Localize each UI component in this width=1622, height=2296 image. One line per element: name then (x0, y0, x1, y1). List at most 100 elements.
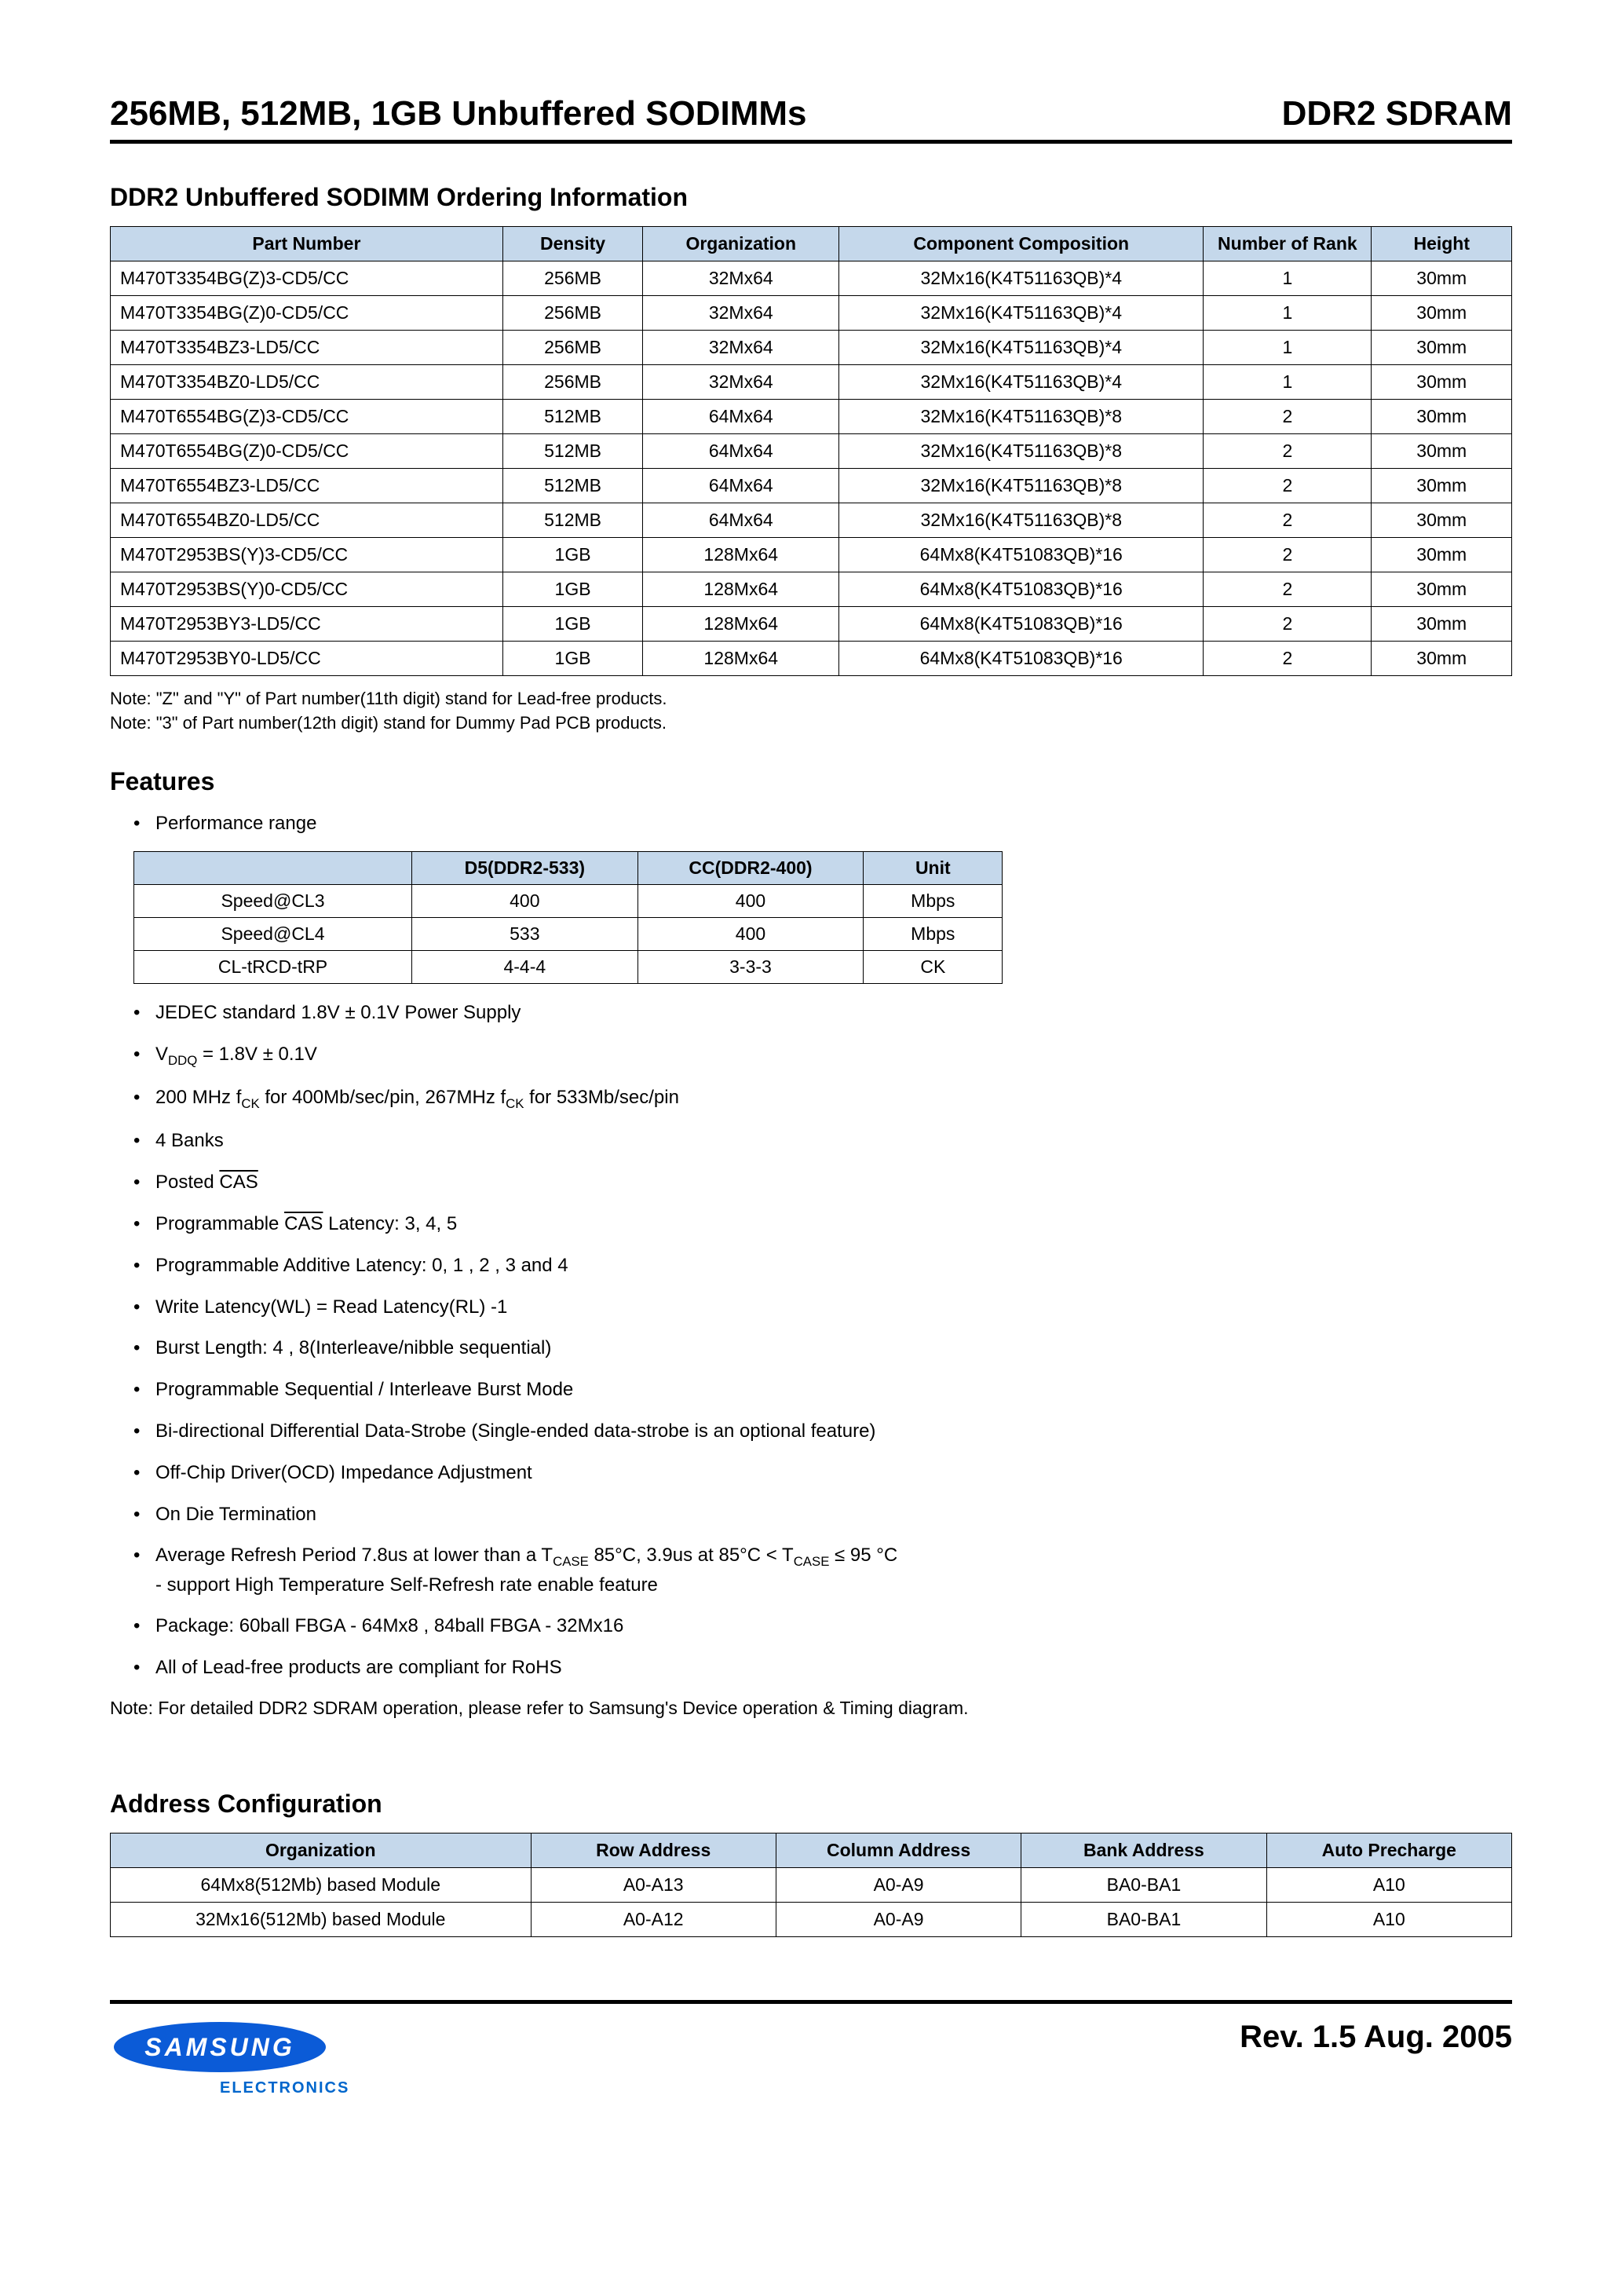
table-cell: 1 (1204, 261, 1372, 296)
table-cell: 30mm (1372, 400, 1512, 434)
table-cell: 128Mx64 (643, 538, 839, 572)
ordering-col-header: Height (1372, 227, 1512, 261)
table-cell: 128Mx64 (643, 572, 839, 607)
table-cell: Speed@CL3 (134, 885, 412, 918)
table-cell: 64Mx8(K4T51083QB)*16 (839, 642, 1204, 676)
feature-item: All of Lead-free products are compliant … (133, 1654, 1512, 1682)
table-row: M470T6554BG(Z)0-CD5/CC512MB64Mx6432Mx16(… (111, 434, 1512, 469)
table-row: 64Mx8(512Mb) based ModuleA0-A13A0-A9BA0-… (111, 1867, 1512, 1902)
table-cell: 30mm (1372, 572, 1512, 607)
table-cell: 2 (1204, 434, 1372, 469)
table-cell: 2 (1204, 642, 1372, 676)
ordering-title: DDR2 Unbuffered SODIMM Ordering Informat… (110, 183, 1512, 212)
table-cell: 128Mx64 (643, 642, 839, 676)
table-cell: 32Mx16(K4T51163QB)*8 (839, 400, 1204, 434)
ordering-col-header: Component Composition (839, 227, 1204, 261)
table-cell: 3-3-3 (637, 951, 864, 984)
table-cell: 30mm (1372, 607, 1512, 642)
table-cell: 64Mx64 (643, 400, 839, 434)
table-row: M470T2953BY0-LD5/CC1GB128Mx6464Mx8(K4T51… (111, 642, 1512, 676)
table-cell: 30mm (1372, 434, 1512, 469)
table-cell: 32Mx16(K4T51163QB)*8 (839, 434, 1204, 469)
table-cell: 1 (1204, 365, 1372, 400)
table-cell: 256MB (502, 365, 643, 400)
table-cell: 32Mx16(K4T51163QB)*4 (839, 331, 1204, 365)
table-cell: 512MB (502, 503, 643, 538)
table-cell: A0-A9 (776, 1867, 1021, 1902)
table-cell: 32Mx64 (643, 296, 839, 331)
table-cell: 1 (1204, 331, 1372, 365)
ordering-notes: Note: "Z" and "Y" of Part number(11th di… (110, 687, 1512, 736)
table-cell: 2 (1204, 469, 1372, 503)
ordering-table: Part NumberDensityOrganizationComponent … (110, 226, 1512, 676)
feature-item: Off-Chip Driver(OCD) Impedance Adjustmen… (133, 1460, 1512, 1487)
ordering-col-header: Part Number (111, 227, 503, 261)
table-row: Speed@CL4533400Mbps (134, 918, 1003, 951)
addr-col-header: Bank Address (1021, 1833, 1266, 1867)
feature-item: Write Latency(WL) = Read Latency(RL) -1 (133, 1294, 1512, 1322)
table-cell: A0-A12 (531, 1902, 776, 1936)
table-cell: M470T6554BG(Z)0-CD5/CC (111, 434, 503, 469)
perf-col-header: D5(DDR2-533) (412, 852, 638, 885)
ordering-col-header: Density (502, 227, 643, 261)
feature-item: 4 Banks (133, 1128, 1512, 1155)
table-cell: M470T2953BS(Y)0-CD5/CC (111, 572, 503, 607)
table-cell: 512MB (502, 469, 643, 503)
features-title: Features (110, 767, 1512, 796)
table-row: Speed@CL3400400Mbps (134, 885, 1003, 918)
addr-col-header: Row Address (531, 1833, 776, 1867)
table-cell: 400 (412, 885, 638, 918)
table-cell: CL-tRCD-tRP (134, 951, 412, 984)
table-cell: BA0-BA1 (1021, 1902, 1266, 1936)
table-cell: 64Mx64 (643, 434, 839, 469)
table-cell: 32Mx64 (643, 331, 839, 365)
logo-block: SAMSUNG ELECTRONICS (110, 2020, 349, 2097)
page-title-left: 256MB, 512MB, 1GB Unbuffered SODIMMs (110, 94, 807, 133)
table-cell: 32Mx16(512Mb) based Module (111, 1902, 532, 1936)
table-row: M470T2953BS(Y)3-CD5/CC1GB128Mx6464Mx8(K4… (111, 538, 1512, 572)
table-cell: M470T2953BY3-LD5/CC (111, 607, 503, 642)
table-cell: 256MB (502, 331, 643, 365)
features-detail-note: Note: For detailed DDR2 SDRAM operation,… (110, 1698, 1512, 1719)
table-cell: 2 (1204, 607, 1372, 642)
table-cell: 32Mx16(K4T51163QB)*8 (839, 469, 1204, 503)
table-cell: 30mm (1372, 469, 1512, 503)
table-cell: 2 (1204, 503, 1372, 538)
table-cell: 512MB (502, 434, 643, 469)
table-cell: M470T6554BZ0-LD5/CC (111, 503, 503, 538)
table-row: 32Mx16(512Mb) based ModuleA0-A12A0-A9BA0… (111, 1902, 1512, 1936)
table-cell: 1GB (502, 538, 643, 572)
table-cell: Mbps (864, 885, 1003, 918)
table-cell: 30mm (1372, 642, 1512, 676)
table-cell: 4-4-4 (412, 951, 638, 984)
table-row: M470T6554BG(Z)3-CD5/CC512MB64Mx6432Mx16(… (111, 400, 1512, 434)
electronics-text: ELECTRONICS (220, 2079, 349, 2097)
table-cell: 32Mx64 (643, 261, 839, 296)
table-cell: Speed@CL4 (134, 918, 412, 951)
table-cell: 32Mx16(K4T51163QB)*4 (839, 296, 1204, 331)
performance-table: D5(DDR2-533)CC(DDR2-400)Unit Speed@CL340… (133, 851, 1003, 984)
feature-item: VDDQ = 1.8V ± 0.1V (133, 1041, 1512, 1070)
table-row: M470T3354BG(Z)3-CD5/CC256MB32Mx6432Mx16(… (111, 261, 1512, 296)
table-cell: M470T3354BG(Z)3-CD5/CC (111, 261, 503, 296)
feature-item: Posted CAS (133, 1169, 1512, 1197)
addr-col-header: Auto Precharge (1266, 1833, 1511, 1867)
table-cell: 32Mx16(K4T51163QB)*8 (839, 503, 1204, 538)
feature-item: Average Refresh Period 7.8us at lower th… (133, 1542, 1512, 1599)
features-list-rest: JEDEC standard 1.8V ± 0.1V Power SupplyV… (110, 1000, 1512, 1682)
address-title: Address Configuration (110, 1790, 1512, 1819)
table-cell: 512MB (502, 400, 643, 434)
logo-text: SAMSUNG (144, 2033, 295, 2061)
table-row: CL-tRCD-tRP4-4-43-3-3CK (134, 951, 1003, 984)
samsung-logo-icon: SAMSUNG (110, 2020, 330, 2075)
ordering-col-header: Number of Rank (1204, 227, 1372, 261)
address-table: OrganizationRow AddressColumn AddressBan… (110, 1833, 1512, 1937)
table-cell: 32Mx16(K4T51163QB)*4 (839, 365, 1204, 400)
table-cell: 256MB (502, 296, 643, 331)
table-row: M470T3354BG(Z)0-CD5/CC256MB32Mx6432Mx16(… (111, 296, 1512, 331)
table-cell: 256MB (502, 261, 643, 296)
table-cell: 30mm (1372, 365, 1512, 400)
table-cell: 1GB (502, 607, 643, 642)
table-cell: Mbps (864, 918, 1003, 951)
perf-range-label: Performance range (155, 813, 316, 834)
